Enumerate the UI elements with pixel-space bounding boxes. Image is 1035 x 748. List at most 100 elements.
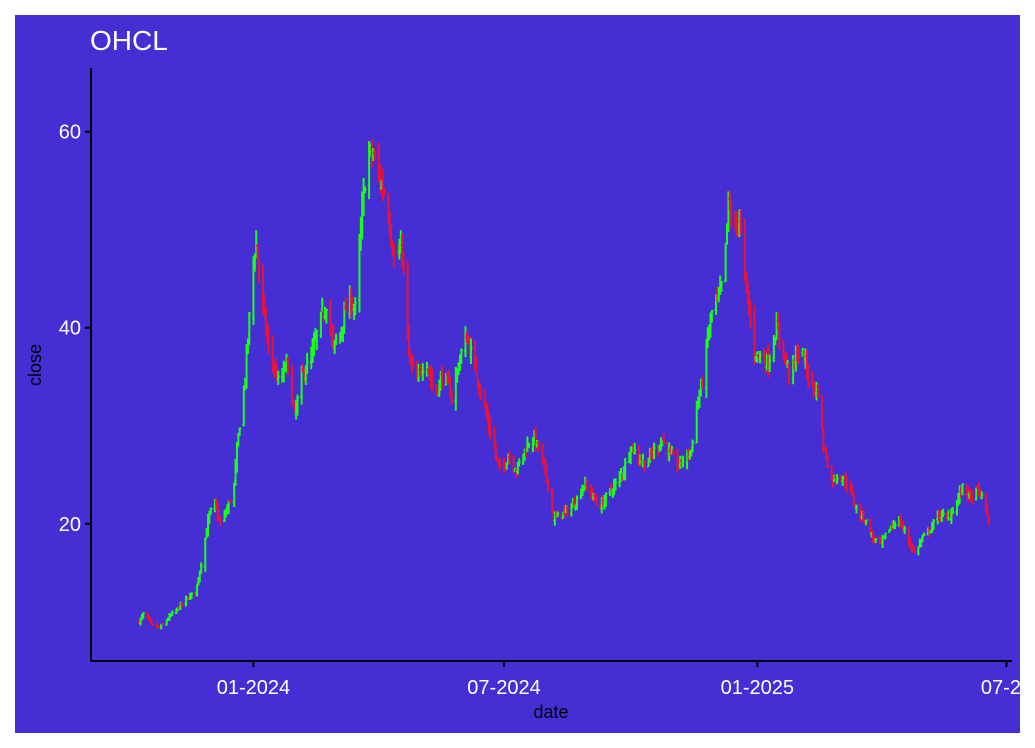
ohlc-bar <box>854 504 858 514</box>
ohlc-bar <box>228 499 232 504</box>
ohlc-bar <box>951 506 955 515</box>
ohlc-bar <box>681 455 685 468</box>
ohlc-bar <box>720 281 724 292</box>
chart-title: OHCL <box>90 25 168 56</box>
x-tick-label: 01-2025 <box>721 677 794 699</box>
x-axis-ticks: 01-2024 07-2024 01-2025 07-20 <box>217 661 1032 699</box>
ohlc-bar <box>662 433 666 444</box>
ohlc-bar <box>324 308 328 324</box>
ohlc-bar <box>527 442 531 449</box>
ohlc-bars <box>137 139 991 630</box>
ohlc-bar <box>691 439 695 453</box>
ohlc-bar <box>180 602 184 608</box>
x-axis-title: date <box>533 702 568 722</box>
x-tick-label: 01-2024 <box>217 677 290 699</box>
ohlc-bar <box>748 299 752 329</box>
ohlc-bar <box>755 350 759 363</box>
ohlc-bar <box>987 513 991 526</box>
ohlc-bar <box>575 495 579 510</box>
ohlc-bar <box>344 297 348 312</box>
ohlc-bar <box>276 370 280 385</box>
ohlc-bar <box>209 507 213 515</box>
ohlc-bar <box>614 478 618 491</box>
ohlc-bar <box>758 351 762 364</box>
ohlc-bar <box>806 364 810 388</box>
ohlc-bar <box>517 458 521 467</box>
ohlc-bar <box>960 483 964 496</box>
ohlc-bar <box>556 511 560 518</box>
y-tick-label: 20 <box>59 514 81 536</box>
ohlc-bar <box>151 623 155 626</box>
ohlc-bar <box>312 332 316 357</box>
ohlc-bar <box>739 209 743 235</box>
ohlc-bar <box>864 519 868 526</box>
ohlc-bar <box>535 440 539 448</box>
ohlc-bar <box>508 450 512 465</box>
y-axis-title: close <box>25 344 45 386</box>
ohlc-bar <box>402 252 406 275</box>
ohlc-bar <box>835 474 839 484</box>
ohlc-bar <box>247 311 251 346</box>
ohlc-bar <box>286 356 290 376</box>
ohlc-bar <box>479 384 483 401</box>
ohlc-bar <box>753 305 757 365</box>
ohlc-bar <box>189 592 193 600</box>
ohlc-bar <box>777 322 781 350</box>
ohlc-bar <box>652 442 656 460</box>
ohlc-bar <box>498 458 502 471</box>
ohlc-bar <box>700 375 704 390</box>
ohlc-bar <box>594 494 598 507</box>
ohlc-bar <box>450 390 454 405</box>
ohlc-bar <box>382 187 386 197</box>
ohlc-bar <box>912 546 916 554</box>
ohlc-bar <box>585 479 589 492</box>
ohlc-bar <box>980 491 984 500</box>
ohlc-bar <box>319 311 323 338</box>
ohlc-bar <box>845 475 849 493</box>
ohlc-bar <box>678 455 682 469</box>
ohlc-bar <box>353 297 357 316</box>
ohlc-bar <box>161 622 165 625</box>
ohlc-bar <box>633 442 637 455</box>
y-tick-label: 60 <box>59 122 81 144</box>
ohlc-bar <box>642 459 646 472</box>
ohlc-bar <box>373 148 377 162</box>
ohlc-bar <box>170 610 174 616</box>
ohlc-bar <box>267 324 271 355</box>
ohlc-bar <box>922 532 926 537</box>
ohlc-bar <box>305 352 309 375</box>
ohlc-bar <box>816 384 820 399</box>
ohlc-bar <box>826 454 830 468</box>
ohlc-bar <box>459 348 463 364</box>
ohlc-bar <box>710 310 714 323</box>
ohlc-bar <box>903 525 907 535</box>
ohlc-bar <box>970 490 974 504</box>
ohlc-bar <box>546 478 550 492</box>
ohlc-bar <box>159 623 163 630</box>
ohlc-bar <box>315 329 319 351</box>
ohlc-bar <box>235 441 239 473</box>
ohlc-bar <box>565 506 569 517</box>
ohlc-bar <box>334 333 338 346</box>
ohlc-bar <box>141 612 145 619</box>
ohlc-bar <box>536 441 540 453</box>
ohlc-bar <box>296 394 300 416</box>
ohlc-bar <box>392 243 396 268</box>
ohlc-bar <box>768 354 772 373</box>
x-tick-label: 07-2024 <box>467 677 540 699</box>
ohlc-bar <box>199 562 203 574</box>
ohlc-bar <box>421 363 425 381</box>
ohlc-bar <box>932 519 936 530</box>
ohlc-bar <box>411 356 415 368</box>
ohlc-bar <box>883 532 887 540</box>
ohlc-bar <box>254 230 258 259</box>
ohlc-bar <box>440 365 444 390</box>
ohlc-bar <box>797 345 801 365</box>
plot-background <box>15 15 1020 733</box>
ohlc-bar <box>238 427 242 437</box>
ohlc-bar <box>488 416 492 441</box>
ohlc-bar <box>604 492 608 508</box>
ohlc-bar <box>430 368 434 392</box>
ohlc-bar <box>812 380 816 398</box>
